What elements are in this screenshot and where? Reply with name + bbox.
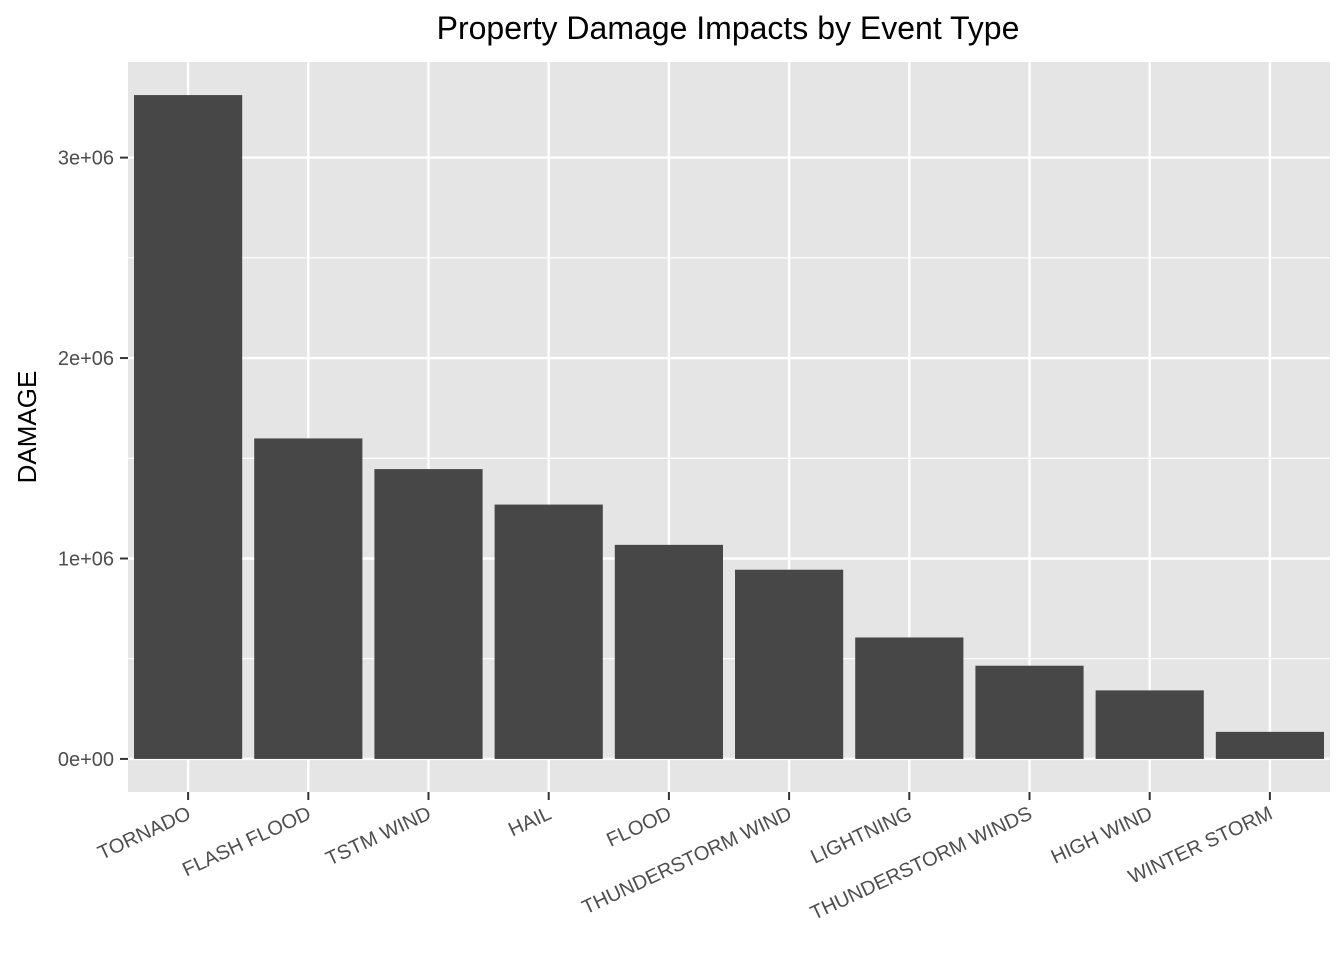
x-tick-label: TORNADO [95,803,195,865]
y-tick-label: 3e+06 [58,148,114,170]
bar [494,504,603,759]
bar [134,95,243,759]
x-tick-label: HAIL [505,803,555,842]
bar [254,438,363,759]
y-axis-label: DAMAGE [12,371,42,484]
x-tick-label: FLASH FLOOD [179,803,314,882]
bar [374,469,483,759]
bar [975,665,1084,759]
bar [614,544,723,759]
y-tick-label: 0e+00 [58,749,114,771]
bar [735,569,844,759]
bars [134,95,1324,759]
bar [855,637,964,759]
x-tick-label: THUNDERSTORM WIND [579,803,795,920]
bar [1095,690,1204,759]
x-tick-label: THUNDERSTORM WINDS [807,803,1035,925]
bar [1215,731,1324,759]
y-axis: 0e+00 1e+06 2e+06 3e+06 [58,148,128,771]
x-tick-label: FLOOD [603,803,675,852]
x-tick-label: TSTM WIND [323,803,435,871]
y-tick-label: 2e+06 [58,348,114,370]
chart-title: Property Damage Impacts by Event Type [437,10,1020,46]
y-tick-label: 1e+06 [58,548,114,570]
x-tick-label: LIGHTNING [807,803,915,869]
x-tick-label: HIGH WIND [1048,803,1156,869]
